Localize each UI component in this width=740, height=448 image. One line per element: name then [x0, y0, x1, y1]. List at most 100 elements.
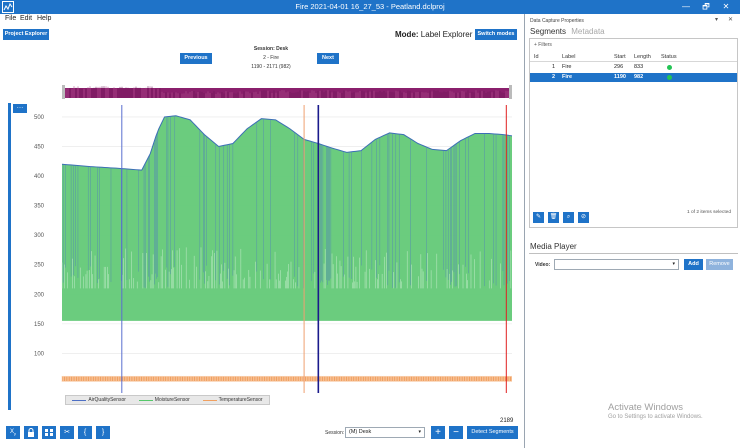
legend-label: TemperatureSensor: [218, 397, 263, 403]
y-tick-label: 250: [34, 263, 45, 269]
close-icon[interactable]: ✕: [722, 2, 730, 11]
menu-file[interactable]: File: [5, 15, 17, 22]
row-length: 833: [634, 64, 644, 70]
mode-indicator: Mode: Label Explorer: [395, 30, 472, 39]
remove-video-button[interactable]: Remove: [706, 259, 733, 270]
y-tick-label: 350: [34, 204, 45, 210]
previous-button[interactable]: Previous: [180, 53, 212, 64]
window-title: Fire 2021-04-01 16_27_53 - Peatland.dclp…: [295, 2, 445, 11]
panel-title: Data Capture Properties: [530, 18, 584, 24]
menu-help[interactable]: Help: [37, 15, 52, 22]
tab-metadata[interactable]: Metadata: [571, 27, 605, 36]
add-session-button[interactable]: +: [431, 426, 445, 439]
scissors-icon[interactable]: ✂: [60, 426, 74, 439]
y-tick-label: 150: [34, 322, 45, 328]
y-tick-label: 500: [34, 115, 45, 121]
table-header: Id Label Start Length Status: [530, 53, 737, 62]
column-header[interactable]: Label: [562, 54, 576, 60]
chart-selection-bar: [8, 103, 11, 410]
column-header[interactable]: Start: [614, 54, 626, 60]
session-dropdown-value: (M) Desk: [349, 429, 372, 435]
tab-segments[interactable]: Segments: [530, 27, 567, 36]
legend-label: MoistureSensor: [154, 397, 190, 403]
column-header[interactable]: Id: [534, 54, 539, 60]
mode-label: Mode:: [395, 30, 419, 39]
legend-item-airquality: AirQualitySensor: [72, 397, 126, 403]
title-bar: Fire 2021-04-01 16_27_53 - Peatland.dclp…: [0, 0, 740, 14]
overview-handle-right[interactable]: [509, 85, 512, 99]
table-row[interactable]: 1 Fire 296 833: [530, 63, 737, 72]
grid-icon[interactable]: [42, 426, 56, 439]
menu-edit[interactable]: Edit: [20, 15, 33, 22]
more-options-button[interactable]: …: [13, 103, 27, 113]
row-label: Fire: [562, 64, 572, 70]
legend-swatch: [202, 399, 217, 401]
pin-icon[interactable]: ▾: [715, 17, 719, 23]
row-start: 296: [614, 64, 624, 70]
app-logo-icon: [2, 1, 14, 13]
switch-modes-button[interactable]: Switch modes: [475, 29, 517, 40]
next-button[interactable]: Next: [317, 53, 339, 64]
segment-name: 2 - Fire: [263, 55, 279, 61]
bracket-left-icon[interactable]: {: [78, 426, 92, 439]
legend-label: AirQualitySensor: [88, 397, 126, 403]
trash-icon[interactable]: 🗑: [548, 212, 559, 223]
y-tick-label: 400: [34, 174, 45, 180]
legend-swatch: [138, 399, 153, 401]
detect-segments-button[interactable]: Detect Segments: [467, 426, 518, 439]
row-start: 1190: [614, 74, 626, 80]
status-ok-icon: [667, 75, 672, 80]
filters-toggle[interactable]: + Filters: [534, 42, 552, 48]
session-info: Session: Desk 2 - Fire 1190 - 2171 (982): [221, 45, 321, 72]
column-header[interactable]: Status: [661, 54, 677, 60]
overview-strip[interactable]: [62, 85, 512, 99]
minimize-icon[interactable]: —: [682, 2, 690, 11]
airquality-series-line: [61, 115, 513, 171]
mode-value: Label Explorer: [420, 30, 473, 39]
activate-windows-watermark: Activate Windows Go to Settings to activ…: [608, 402, 703, 420]
legend-item-temperature: TemperatureSensor: [202, 397, 263, 403]
data-capture-panel: Data Capture Properties ▾ ✕ Segments Met…: [524, 14, 740, 448]
remove-session-button[interactable]: −: [449, 426, 463, 439]
row-id: 1: [552, 64, 556, 70]
panel-tabs: Segments Metadata: [530, 27, 608, 36]
status-ok-icon: [667, 65, 672, 70]
y-tick-label: 300: [34, 233, 45, 239]
bottom-toolbar: Xy ✂ { } Session: (M) Desk ▾ + − Detect …: [0, 426, 522, 440]
chevron-down-icon: ▾: [418, 429, 421, 435]
watermark-line: Go to Settings to activate Windows.: [608, 414, 703, 420]
column-header[interactable]: Length: [634, 54, 651, 60]
divider: [529, 253, 738, 254]
row-id: 2: [552, 74, 556, 80]
overview-handle-left[interactable]: [62, 85, 65, 99]
bracket-right-icon[interactable]: }: [96, 426, 110, 439]
session-dropdown[interactable]: (M) Desk ▾: [345, 427, 425, 438]
add-video-button[interactable]: Add: [684, 259, 703, 270]
video-dropdown[interactable]: ▾: [554, 259, 679, 270]
video-label: Video:: [535, 262, 551, 268]
menu-bar: File Edit Help: [0, 14, 740, 25]
row-length: 982: [634, 74, 644, 80]
project-explorer-button[interactable]: Project Explorer: [3, 29, 49, 40]
y-tick-label: 200: [34, 292, 45, 298]
row-label: Fire: [562, 74, 573, 80]
session-dropdown-label: Session:: [325, 430, 345, 436]
sample-count: 2189: [500, 418, 514, 424]
sensor-chart[interactable]: 100 150 200 250 300 350 400 450 500: [0, 103, 522, 410]
legend-swatch: [72, 399, 87, 401]
session-name: Session: Desk: [253, 46, 289, 52]
axis-scale-icon[interactable]: Xy: [6, 426, 20, 439]
chevron-down-icon: ▾: [672, 261, 675, 267]
hide-icon[interactable]: ⊘: [578, 212, 589, 223]
legend-item-moisture: MoistureSensor: [138, 397, 190, 403]
segment-range: 1190 - 2171 (982): [251, 64, 291, 70]
y-tick-label: 450: [34, 144, 45, 150]
watermark-line: Activate Windows: [608, 402, 683, 413]
restore-icon[interactable]: 🗗: [702, 2, 710, 11]
panel-close-icon[interactable]: ✕: [728, 17, 734, 23]
lock-icon[interactable]: [24, 426, 38, 439]
temperature-series: [62, 376, 512, 382]
edit-icon[interactable]: ✎: [533, 212, 544, 223]
table-row[interactable]: 2 Fire 1190 982: [530, 73, 737, 82]
zoom-icon[interactable]: ⌕: [563, 212, 574, 223]
